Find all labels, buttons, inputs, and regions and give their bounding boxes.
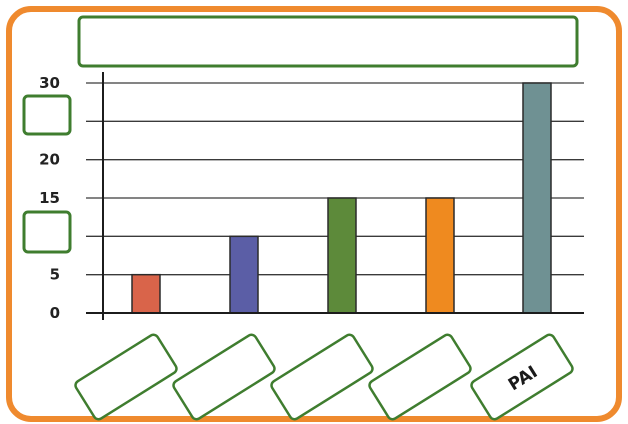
outer-frame <box>6 6 622 422</box>
category-box-outline <box>470 333 574 421</box>
y-tick-label: 20 <box>39 151 60 169</box>
category-box-1[interactable] <box>74 333 179 421</box>
y-tick-label: 15 <box>39 189 60 207</box>
bars <box>131 82 552 314</box>
y-axis-answer-box-2[interactable] <box>22 210 72 254</box>
category-box-outline <box>172 333 276 421</box>
category-box-4[interactable] <box>368 333 473 421</box>
x-category-boxes: PAI <box>74 333 575 421</box>
bar-3 <box>327 197 357 314</box>
bar-2 <box>229 235 259 314</box>
y-tick-label: 0 <box>50 304 60 322</box>
category-box-3[interactable] <box>270 333 375 421</box>
category-box-outline <box>74 333 178 421</box>
bar-4 <box>425 197 455 314</box>
bar-5 <box>522 82 552 314</box>
y-tick-label: 5 <box>50 266 60 284</box>
category-box-5[interactable]: PAI <box>470 333 575 421</box>
y-tick-label: 30 <box>39 74 60 92</box>
category-box-2[interactable] <box>172 333 277 421</box>
category-box-outline <box>368 333 472 421</box>
category-box-outline <box>270 333 374 421</box>
y-tick-labels: 0 5 15 20 30 <box>39 74 60 322</box>
y-axis-answer-box-1[interactable] <box>22 94 72 136</box>
title-answer-box[interactable] <box>77 15 579 68</box>
bar-1 <box>131 273 161 314</box>
